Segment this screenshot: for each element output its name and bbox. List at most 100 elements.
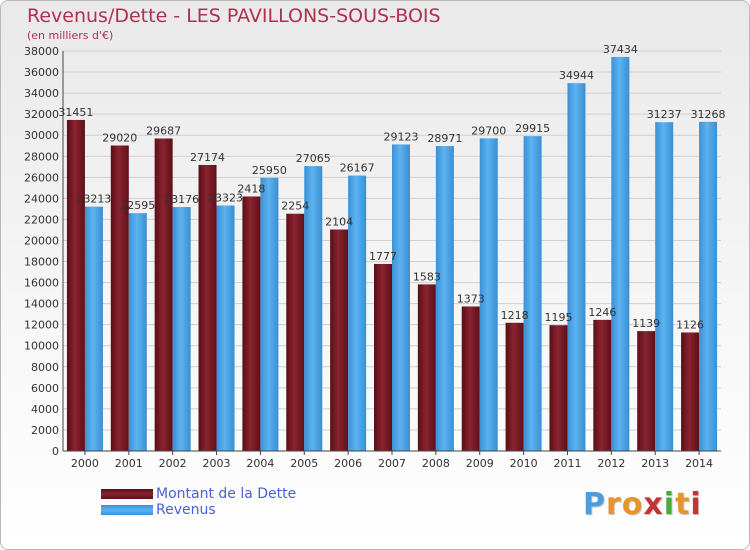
data-label-dette: 1373 [457, 292, 485, 305]
logo-letter: i [690, 487, 702, 522]
y-tick-label: 20000 [24, 234, 59, 247]
x-tick-label: 2014 [685, 457, 713, 470]
bar-dette [593, 319, 612, 451]
x-tick-label: 2007 [378, 457, 406, 470]
bar-dette [637, 331, 656, 451]
bar-revenus [304, 166, 323, 451]
proxiti-logo: Proxiti [583, 487, 702, 522]
bar-dette [242, 196, 261, 451]
bar-revenus [435, 146, 454, 451]
data-label-dette: 1126 [676, 318, 704, 331]
data-label-revenus: 23176 [164, 193, 199, 206]
y-tick-label: 30000 [24, 129, 59, 142]
data-label-dette: 2254 [281, 200, 309, 213]
bar-revenus [611, 56, 630, 452]
data-label-revenus: 29700 [471, 124, 506, 137]
data-label-revenus: 28971 [427, 132, 462, 145]
data-label-revenus: 25950 [252, 164, 287, 177]
y-tick-label: 2000 [31, 424, 59, 437]
x-tick-label: 2003 [203, 457, 231, 470]
data-label-dette: 2104 [325, 216, 353, 229]
legend-swatch-dette [101, 489, 153, 499]
bar-dette [681, 332, 700, 451]
y-tick-label: 16000 [24, 277, 59, 290]
bar-revenus [523, 136, 542, 451]
data-label-dette: 1195 [544, 311, 572, 324]
y-tick-label: 6000 [31, 382, 59, 395]
data-label-dette: 27174 [190, 151, 225, 164]
bar-dette [66, 119, 85, 452]
bar-revenus [84, 206, 103, 451]
data-label-revenus: 29915 [515, 122, 550, 135]
logo-letter: P [583, 487, 606, 522]
x-tick-label: 2012 [597, 457, 625, 470]
x-tick-label: 2002 [159, 457, 187, 470]
bar-revenus [567, 83, 586, 451]
data-label-revenus: 29123 [384, 130, 419, 143]
bar-dette [110, 145, 129, 452]
legend-swatch-revenus [101, 505, 153, 515]
y-tick-label: 12000 [24, 319, 59, 332]
bar-dette [374, 263, 392, 451]
chart-subtitle: (en milliers d'€) [27, 29, 114, 42]
x-tick-label: 2000 [71, 457, 99, 470]
y-tick-label: 24000 [24, 192, 59, 205]
bars-layer [66, 56, 718, 452]
data-label-dette: 1583 [413, 270, 441, 283]
data-labels-layer: 31451 23213 29020 22595 29687 23176 27174 23323… [58, 43, 725, 332]
bar-dette [549, 325, 568, 451]
legend-label-revenus: Revenus [156, 502, 216, 518]
x-tick-label: 2009 [466, 457, 494, 470]
y-tick-label: 0 [52, 445, 59, 458]
bar-dette [330, 229, 349, 451]
x-tick-label: 2013 [641, 457, 669, 470]
y-tick-label: 14000 [24, 298, 59, 311]
data-label-revenus: 31268 [691, 108, 726, 121]
y-tick-label: 8000 [31, 361, 59, 374]
bar-revenus [655, 122, 674, 451]
y-tick-label: 10000 [24, 340, 59, 353]
bar-revenus [348, 175, 367, 451]
data-label-dette: 29687 [146, 125, 181, 138]
x-tick-label: 2006 [334, 457, 362, 470]
bar-revenus [699, 121, 718, 451]
x-tick-label: 2011 [553, 457, 581, 470]
bar-revenus [260, 177, 279, 451]
data-label-revenus: 23323 [208, 191, 243, 204]
data-label-revenus: 26167 [340, 162, 375, 175]
logo-letter: o [621, 487, 644, 522]
y-tick-label: 38000 [24, 45, 59, 58]
bar-dette [154, 138, 173, 452]
bar-revenus [172, 207, 191, 451]
logo-letter: i [663, 487, 676, 522]
data-label-revenus: 34944 [559, 69, 594, 82]
y-tick-label: 18000 [24, 256, 59, 269]
y-tick-label: 26000 [24, 171, 59, 184]
data-label-dette: 29020 [102, 132, 137, 145]
y-tick-label: 32000 [24, 108, 59, 121]
bar-dette [461, 306, 480, 451]
bar-dette [505, 322, 524, 451]
x-tick-label: 2008 [422, 457, 450, 470]
bar-dette [286, 213, 305, 451]
y-tick-label: 28000 [24, 150, 59, 163]
data-label-dette: 1246 [588, 306, 616, 319]
data-label-revenus: 22595 [120, 199, 155, 212]
axes-layer: 0 2000 4000 6000 8000 10000 12000 14000 16000 180… [24, 45, 721, 470]
data-label-revenus: 31237 [647, 108, 682, 121]
y-tick-label: 36000 [24, 66, 59, 79]
x-tick-label: 2005 [290, 457, 318, 470]
logo-letter: x [643, 487, 664, 522]
y-tick-label: 34000 [24, 87, 59, 100]
x-tick-label: 2004 [246, 457, 274, 470]
x-tick-label: 2001 [115, 457, 143, 470]
data-label-dette: 1139 [632, 317, 660, 330]
x-tick-label: 2010 [510, 457, 538, 470]
data-label-revenus: 27065 [296, 152, 331, 165]
data-label-dette: 1218 [501, 309, 529, 322]
bar-revenus [392, 144, 410, 451]
bar-dette [198, 164, 217, 452]
y-tick-label: 4000 [31, 403, 59, 416]
